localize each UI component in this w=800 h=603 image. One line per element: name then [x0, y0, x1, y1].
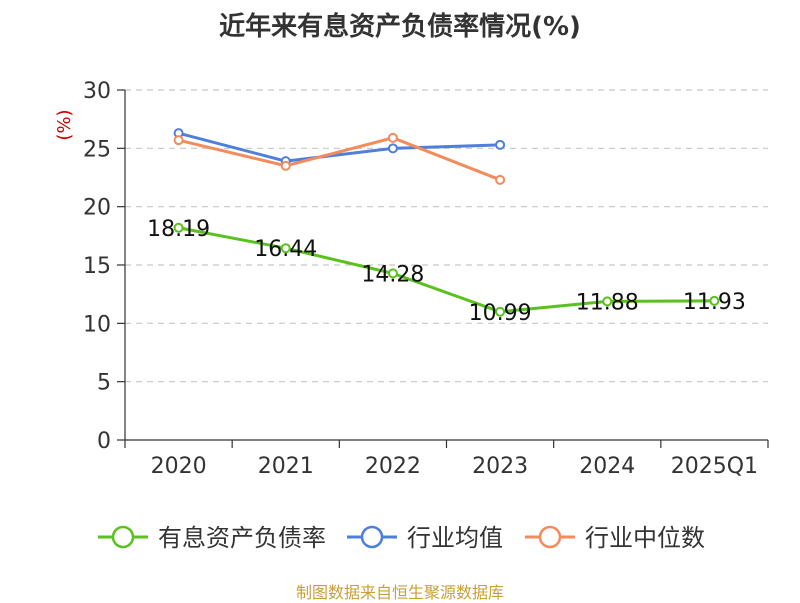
data-labels: 18.19 16.44 14.28 10.99 11.88 11.93: [147, 217, 746, 326]
x-tick-label: 2024: [579, 454, 635, 479]
legend-marker: [111, 525, 135, 549]
legend-label: 行业均值: [407, 524, 503, 552]
x-tick-label: 2022: [365, 454, 421, 479]
legend[interactable]: 有息资产负债率 行业均值 行业中位数: [98, 524, 705, 552]
data-point[interactable]: [280, 243, 291, 254]
grid-lines: [125, 89, 768, 383]
data-point[interactable]: [387, 132, 398, 143]
data-point[interactable]: [387, 143, 398, 154]
x-tick-label: 2021: [258, 454, 314, 479]
y-axis-label: (%): [54, 109, 75, 140]
data-label: 16.44: [254, 237, 317, 262]
y-tick-label: 15: [83, 254, 111, 279]
series-line: [178, 131, 501, 163]
y-tick-label: 20: [83, 196, 111, 221]
data-point[interactable]: [495, 174, 506, 185]
x-tick-label: 2025Q1: [671, 454, 758, 479]
data-point[interactable]: [280, 160, 291, 171]
legend-marker: [538, 525, 562, 549]
series: [173, 128, 720, 317]
x-tick-label: 2023: [472, 454, 528, 479]
y-tick-label: 10: [83, 312, 111, 337]
y-tick-label: 25: [83, 137, 111, 162]
chart-title: 近年来有息资产负债率情况(%): [219, 12, 581, 42]
data-label: 11.88: [576, 290, 639, 315]
legend-marker: [360, 525, 384, 549]
data-point[interactable]: [173, 222, 184, 233]
data-point[interactable]: [709, 295, 720, 306]
legend-label: 有息资产负债率: [158, 524, 326, 552]
legend-label: 行业中位数: [585, 524, 705, 552]
axes: 0 5 10 15 20 25 30 2020 2021 2022 2023 2024 2025Q1: [83, 79, 769, 479]
series-line: [178, 136, 501, 182]
data-label: 14.28: [361, 262, 424, 287]
data-point[interactable]: [495, 306, 506, 317]
legend-item[interactable]: 行业中位数: [525, 524, 705, 552]
data-point[interactable]: [173, 135, 184, 146]
legend-item[interactable]: 有息资产负债率: [98, 524, 326, 552]
y-tick-label: 0: [97, 429, 111, 454]
data-point[interactable]: [602, 296, 613, 307]
y-tick-label: 5: [97, 371, 111, 396]
source-note: 制图数据来自恒生聚源数据库: [295, 583, 504, 602]
data-point[interactable]: [495, 139, 506, 150]
data-point[interactable]: [387, 268, 398, 279]
legend-item[interactable]: 行业均值: [347, 524, 503, 552]
data-label: 10.99: [469, 301, 532, 326]
x-tick-label: 2020: [151, 454, 207, 479]
series-line: [178, 226, 715, 314]
data-label: 18.19: [147, 217, 210, 242]
y-tick-label: 30: [83, 79, 111, 104]
data-label: 11.93: [683, 290, 746, 315]
